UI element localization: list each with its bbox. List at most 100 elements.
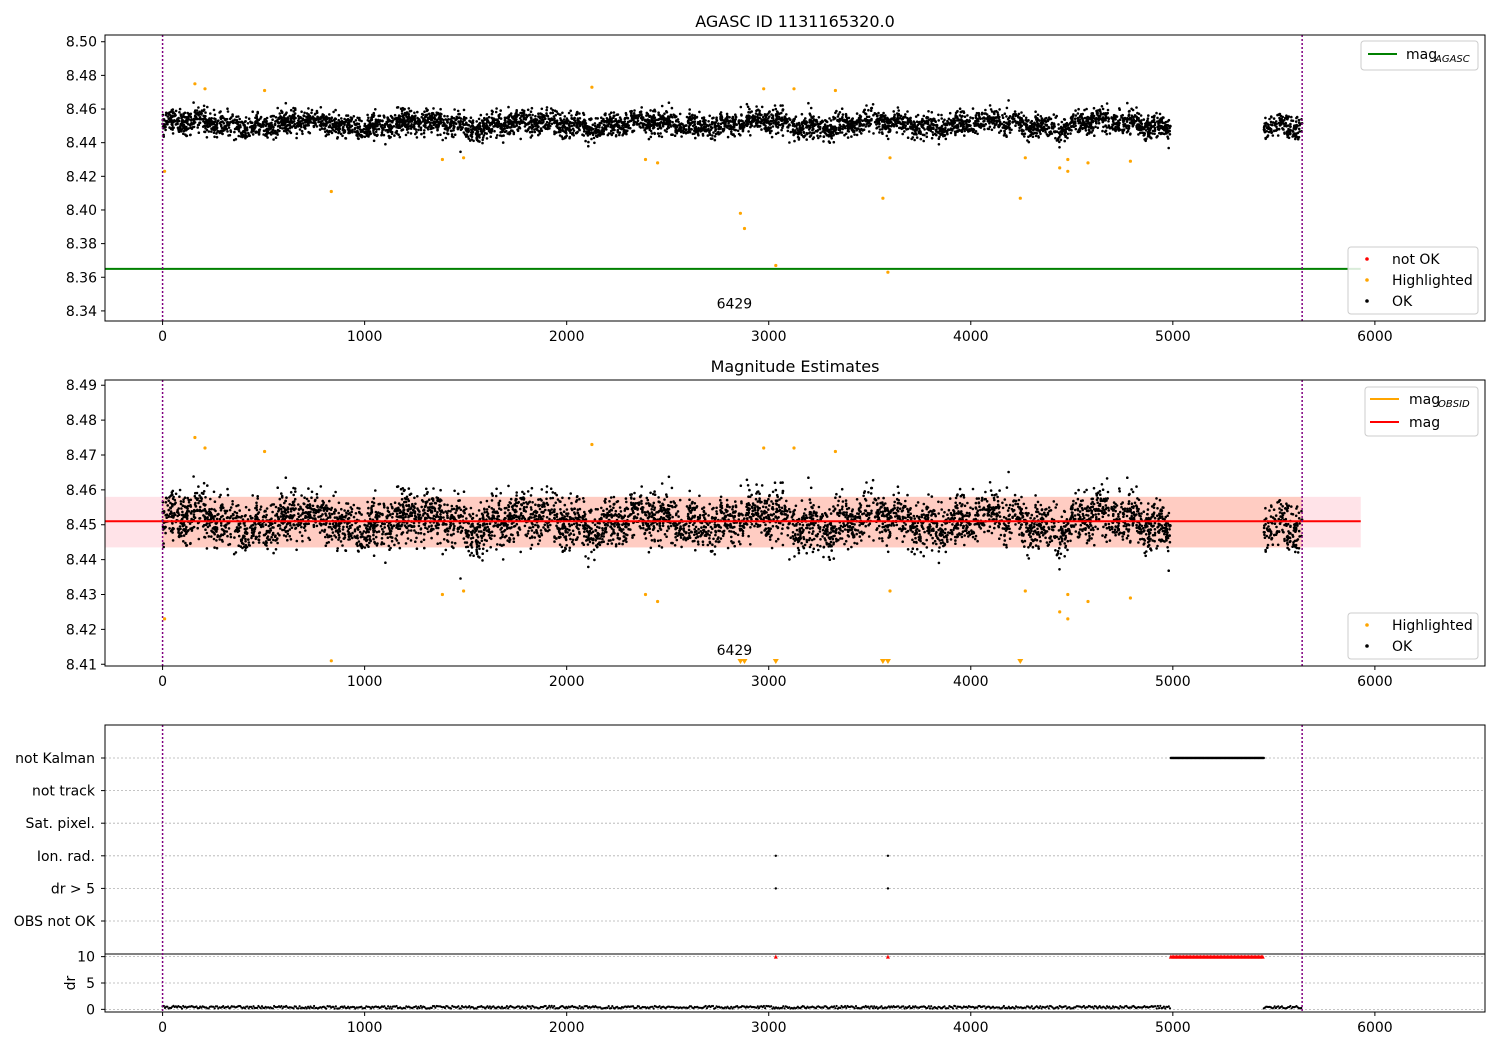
ok-point — [549, 124, 552, 128]
ok-point — [560, 121, 564, 124]
ok-point — [453, 108, 456, 111]
ok-point — [887, 130, 890, 134]
ok-point — [373, 133, 377, 137]
ok-point — [530, 127, 534, 130]
ok-point — [1114, 116, 1117, 119]
ok-point — [860, 124, 863, 127]
ok-point — [878, 128, 882, 131]
ok-point — [1110, 116, 1113, 119]
ok-point — [865, 104, 868, 107]
ok-point — [333, 118, 336, 121]
ok-point — [922, 139, 925, 143]
ok-point — [586, 128, 590, 131]
ok-point — [898, 126, 901, 130]
ok-point — [562, 118, 566, 121]
ok-point — [242, 123, 246, 126]
ok-point — [1063, 131, 1067, 135]
ok-point — [459, 123, 462, 126]
ok-point — [528, 130, 532, 134]
ok-point — [243, 120, 247, 123]
ok-point — [1043, 118, 1046, 122]
ok-point — [407, 120, 410, 124]
ok-point — [748, 111, 752, 114]
ok-point — [600, 121, 603, 125]
ok-point — [1294, 137, 1297, 141]
ok-point — [760, 118, 763, 121]
ok-point — [507, 115, 511, 119]
ok-point — [275, 120, 279, 123]
ok-point — [542, 125, 545, 129]
ok-point — [290, 120, 293, 124]
ok-point — [1130, 107, 1133, 111]
ok-point — [346, 117, 350, 121]
ok-point — [591, 123, 595, 127]
ok-point — [400, 109, 404, 113]
ok-point — [635, 121, 638, 124]
ok-point — [167, 113, 170, 116]
ok-point — [1070, 118, 1074, 122]
ok-point — [1290, 115, 1293, 119]
ok-point — [693, 123, 696, 127]
ok-point — [446, 115, 449, 118]
ok-point — [603, 113, 606, 116]
ok-point — [167, 117, 170, 121]
ok-point — [366, 113, 369, 117]
ok-point — [960, 130, 964, 133]
ok-point — [947, 117, 951, 121]
ok-point — [809, 114, 812, 117]
ok-point — [996, 111, 999, 114]
ok-point — [317, 120, 320, 124]
ok-point — [522, 111, 525, 114]
ok-point — [628, 120, 631, 123]
ok-point — [408, 110, 412, 113]
ok-point — [494, 110, 498, 114]
ok-point — [844, 115, 848, 119]
ok-point — [1147, 128, 1151, 131]
ok-point — [533, 128, 536, 131]
ok-point — [470, 128, 474, 132]
ok-point — [206, 105, 209, 109]
ok-point — [489, 135, 493, 138]
ok-point — [711, 134, 714, 137]
ok-point — [204, 126, 207, 130]
ok-point — [965, 123, 968, 126]
ok-point — [297, 117, 301, 120]
ok-point — [1095, 109, 1099, 113]
ok-point — [1282, 122, 1286, 125]
ok-point — [239, 121, 243, 124]
ok-point — [292, 110, 296, 113]
ok-point — [768, 115, 771, 118]
ok-point — [929, 129, 933, 133]
ok-point — [298, 128, 302, 131]
ok-point — [442, 131, 446, 135]
ok-point — [1292, 134, 1295, 137]
ok-point — [381, 123, 384, 127]
ok-point — [389, 119, 392, 123]
ok-point — [1024, 116, 1028, 120]
ok-point — [219, 110, 222, 113]
ok-point — [613, 124, 616, 127]
ok-point — [961, 119, 964, 123]
ok-point — [961, 114, 964, 118]
ok-point — [1100, 105, 1104, 108]
ok-point — [1276, 134, 1280, 137]
ok-point — [709, 125, 713, 129]
ok-point — [1156, 134, 1159, 138]
ok-point — [800, 112, 804, 116]
ok-point — [834, 128, 838, 131]
ok-point — [480, 132, 484, 135]
ok-point — [756, 108, 759, 112]
ok-point — [475, 120, 479, 123]
ok-point — [460, 127, 464, 131]
ok-point — [775, 114, 778, 117]
ok-point — [490, 112, 494, 116]
ok-point — [493, 129, 496, 133]
ok-point — [1295, 132, 1298, 135]
ok-point — [774, 120, 777, 124]
ok-point — [1050, 121, 1054, 125]
ok-point — [254, 120, 257, 124]
ok-point — [210, 127, 213, 131]
ok-point — [936, 130, 939, 134]
ok-point — [400, 118, 403, 121]
